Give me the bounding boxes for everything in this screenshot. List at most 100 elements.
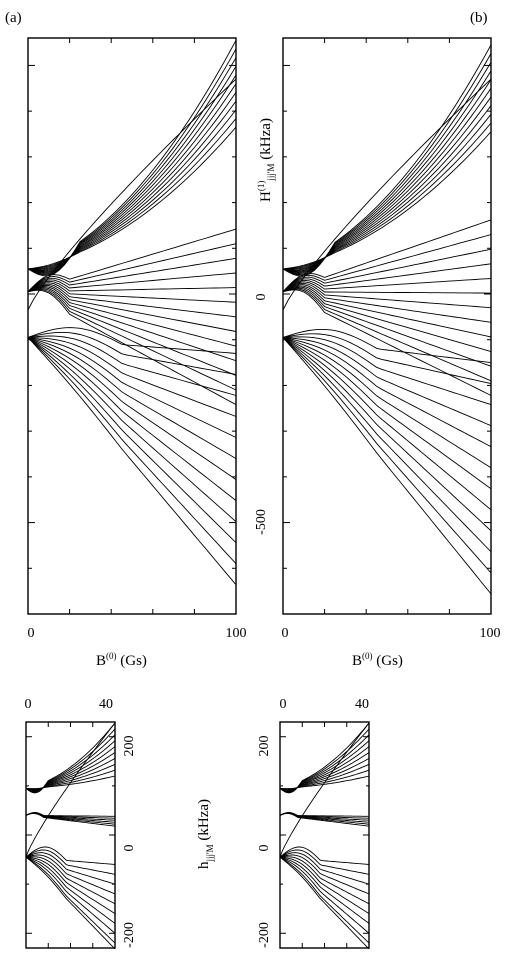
- plot-a-lower-curve-10: [27, 337, 237, 565]
- inset-b-lower-curve-7: [279, 856, 370, 934]
- plot-b-middle-curve-3: [282, 263, 492, 293]
- plot-a-lower-curve-3: [27, 336, 237, 417]
- plot-a-lower-curve-5: [27, 336, 237, 459]
- inset-b-xtick-40: 40: [355, 697, 369, 712]
- plot-b-upper-curve-10: [282, 131, 492, 270]
- inset-a-middle-curve-5: [25, 812, 116, 827]
- inset-b-lower-curve-1: [279, 849, 370, 875]
- inset-b-middle-curve-5: [279, 812, 370, 827]
- inset-a-ytick-0: 0: [122, 845, 137, 852]
- plot-b-lower-curve-3: [282, 336, 492, 427]
- plot-b-lower-curve-10: [282, 337, 492, 574]
- inset-a-lower-curve-7: [25, 856, 116, 934]
- plot-b-middle-curve-2: [282, 248, 492, 293]
- inset-a-upper-curve-5: [25, 752, 116, 791]
- plot-a-lower-curve-2: [27, 335, 237, 396]
- inset-a-xtick-40: 40: [99, 697, 113, 712]
- plot-a-upper-curve-4: [27, 74, 237, 273]
- xtick-a-100: 100: [226, 626, 247, 641]
- plot-b-crossing-curve: [282, 78, 492, 311]
- inset-a-lower-curve-1: [25, 849, 116, 875]
- plot-a-ticks: [28, 38, 236, 615]
- inset-b-crossing-curve: [279, 722, 370, 858]
- plot-a-upper-curve-9: [27, 118, 237, 270]
- inset-b-lower-curve-5: [279, 856, 370, 914]
- inset-a-lower-curve-2: [25, 852, 116, 885]
- plot-b-lower-curve-11: [282, 337, 492, 595]
- plot-b-middle-curve-12: [282, 289, 492, 396]
- plot-b-lower-curve-2: [282, 336, 492, 406]
- inset-b-frame: [279, 721, 370, 949]
- plot-b-middle-curve-9: [282, 286, 492, 353]
- plot-a-middle-curve-3: [27, 272, 237, 293]
- plot-b-middle-curve-11: [282, 288, 492, 382]
- inset-a-ytick-200: 200: [122, 736, 137, 757]
- plot-b-upper-curve-9: [282, 122, 492, 270]
- inset-b-ytick-0: 0: [257, 845, 272, 852]
- inset-a-lower-curve-9: [25, 856, 116, 950]
- inset-a-lower-curve-4: [25, 856, 116, 905]
- inset-b-lower-curve-3: [279, 854, 370, 895]
- inset-b-upper-curve-5: [279, 752, 370, 791]
- plot-b-middle-curve-1: [282, 234, 492, 293]
- plot-a-middle-curve-11: [27, 289, 237, 391]
- plot-a-middle-curve-8: [27, 286, 237, 347]
- inset-a-lower-curve-5: [25, 856, 116, 914]
- inset-a-lower-curve-0: [25, 846, 116, 865]
- inset-b-ticks: [280, 722, 369, 948]
- plot-b-middle-curve-7: [282, 284, 492, 323]
- plot-b-upper-curve-7: [282, 105, 492, 270]
- inset-a-ytick-neg200: -200: [122, 922, 137, 948]
- plot-a-middle-curve-9: [27, 287, 237, 362]
- xtick-b-100: 100: [480, 626, 501, 641]
- plot-b-lower-curve-7: [282, 337, 492, 511]
- plot-a-crossing-curve: [27, 78, 237, 311]
- xlabel-a: B(0) (Gs): [96, 651, 147, 669]
- xlabel-b: B(0) (Gs): [352, 651, 403, 669]
- inset-a-curves: [25, 722, 116, 950]
- xtick-b-0: 0: [282, 626, 289, 641]
- inset-a-lower-curve-3: [25, 854, 116, 895]
- inset-b-lower-curve-2: [279, 852, 370, 885]
- plot-a-lower-curve-11: [27, 337, 237, 585]
- inset-b-ytick-neg200: -200: [257, 922, 272, 948]
- plot-a-middle-curve-2: [27, 257, 237, 293]
- plot-b-middle-curve-10: [282, 287, 492, 367]
- plot-a-lower-curve-7: [27, 337, 237, 501]
- inset-b-lower-curve-8: [279, 856, 370, 944]
- inset-plot-a: [25, 721, 116, 950]
- ytick-main-0: 0: [254, 294, 269, 301]
- ytick-main-neg500: -500: [254, 509, 269, 535]
- plot-b-middle-curve-8: [282, 285, 492, 338]
- inset-a-frame: [25, 721, 116, 949]
- inset-b-lower-curve-9: [279, 856, 370, 950]
- plot-b-lower-curve-5: [282, 336, 492, 469]
- plot-a-middle-curve-1: [27, 243, 237, 293]
- plot-b-lower-curve-9: [282, 337, 492, 553]
- inset-a-ticks: [26, 722, 115, 948]
- plot-a-lower-curve-1: [27, 331, 237, 375]
- plot-b-ticks: [283, 38, 491, 615]
- plot-a-middle-curve-7: [27, 284, 237, 332]
- inset-a-crossing-curve: [25, 722, 116, 858]
- panel-a-label: (a): [5, 10, 22, 26]
- plot-b-frame: [282, 37, 492, 615]
- plot-b-upper-curve-3: [282, 70, 492, 274]
- plot-a-upper-curve-6: [27, 92, 237, 271]
- plot-b-lower-curve-0: [282, 328, 492, 364]
- inset-a-upper-curve-9: [25, 775, 116, 790]
- plot-b-middle-curve-6: [282, 282, 492, 309]
- inset-b-lower-curve-4: [279, 856, 370, 905]
- plot-b-upper-curve-5: [282, 88, 492, 272]
- main-plot-b: [282, 37, 492, 615]
- plot-b-upper-curve-4: [282, 79, 492, 273]
- plot-a-lower-curve-9: [27, 337, 237, 544]
- inset-a-lower-curve-6: [25, 856, 116, 924]
- plot-b-curves: [282, 44, 492, 595]
- plot-a-upper-curve-2: [27, 57, 237, 275]
- inset-b-ytick-200: 200: [257, 736, 272, 757]
- plot-b-middle-curve-4: [282, 278, 492, 293]
- plot-a-lower-curve-4: [27, 336, 237, 438]
- plot-b-lower-curve-8: [282, 337, 492, 532]
